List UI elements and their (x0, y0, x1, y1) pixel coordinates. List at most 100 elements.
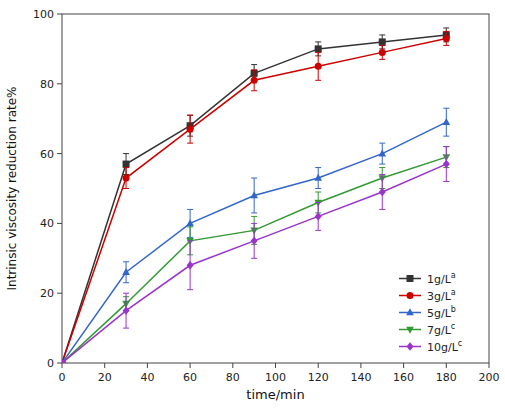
data-point (187, 126, 194, 133)
data-point (379, 188, 386, 196)
x-tick-label: 0 (59, 371, 66, 384)
error-bar (123, 262, 129, 283)
y-tick-label: 60 (40, 148, 54, 161)
series (62, 108, 450, 363)
data-point (251, 77, 258, 84)
series-line (62, 157, 446, 363)
legend-superscript: a (451, 288, 456, 297)
legend-superscript: b (451, 305, 456, 314)
data-point (62, 359, 66, 363)
x-tick-label: 160 (393, 371, 414, 384)
error-bar (123, 168, 129, 189)
y-tick (57, 83, 62, 84)
legend: 1g/La3g/La5g/Lb7g/Lc10g/Lc (399, 271, 462, 354)
data-point (378, 149, 386, 156)
error-bar (315, 168, 321, 189)
legend-marker (407, 275, 414, 282)
x-tick (62, 363, 63, 368)
series-line (62, 35, 446, 363)
data-point (315, 45, 322, 52)
y-tick-label: 80 (40, 78, 54, 91)
y-axis-label: Intrinsic viscosity reduction rate% (5, 86, 19, 290)
x-tick-label: 20 (98, 371, 112, 384)
legend-label: 1g/La (427, 271, 456, 286)
error-bar (187, 115, 193, 143)
data-point (315, 63, 322, 70)
legend-name: 10g/L (427, 341, 459, 354)
data-point (186, 219, 194, 226)
series (62, 147, 450, 363)
legend-label: 10g/Lc (427, 339, 462, 354)
data-point (187, 261, 194, 269)
data-point (251, 237, 258, 245)
chart: 020406080100120140160180200020406080100t… (0, 0, 505, 409)
y-tick-label: 40 (40, 217, 54, 230)
error-bar (443, 147, 449, 182)
y-tick (57, 223, 62, 224)
legend-marker (407, 342, 414, 350)
x-tick (104, 363, 105, 368)
legend-superscript: c (451, 322, 455, 331)
data-point (442, 118, 450, 125)
error-bar (251, 178, 257, 213)
data-point (443, 35, 450, 42)
series (62, 147, 450, 363)
data-point (379, 38, 386, 45)
data-point (123, 161, 130, 168)
x-tick (190, 363, 191, 368)
y-tick-label: 20 (40, 287, 54, 300)
legend-superscript: c (458, 339, 462, 348)
x-tick-label: 180 (436, 371, 457, 384)
legend-item: 1g/La (399, 271, 456, 286)
legend-item: 10g/Lc (399, 339, 462, 354)
y-tick (57, 153, 62, 154)
x-tick (232, 363, 233, 368)
data-point (315, 212, 322, 220)
legend-label: 5g/Lb (427, 305, 456, 320)
x-tick (318, 363, 319, 368)
legend-marker (406, 308, 414, 315)
x-axis-label: time/min (246, 387, 304, 402)
error-bar (379, 45, 385, 59)
x-tick-label: 140 (350, 371, 371, 384)
legend-item: 5g/Lb (399, 305, 456, 320)
series (62, 28, 450, 363)
legend-marker (407, 292, 414, 299)
error-bar (315, 202, 321, 230)
plot-area (62, 28, 450, 363)
legend-label: 3g/La (427, 288, 456, 303)
error-bar (443, 31, 449, 45)
legend-name: 7g/L (427, 324, 452, 337)
y-tick (57, 363, 62, 364)
legend-name: 5g/L (427, 307, 452, 320)
error-bar (251, 70, 257, 91)
x-tick (403, 363, 404, 368)
data-point (314, 174, 322, 181)
series-line (62, 38, 446, 363)
error-bar (123, 293, 129, 328)
error-bar (315, 52, 321, 80)
data-point (379, 49, 386, 56)
data-point (443, 160, 450, 168)
error-bar (187, 241, 193, 290)
x-tick-label: 200 (479, 371, 500, 384)
y-tick-label: 100 (33, 8, 54, 21)
series (62, 31, 450, 363)
legend-superscript: a (451, 271, 456, 280)
x-tick-label: 80 (226, 371, 240, 384)
x-tick (489, 363, 490, 368)
legend-item: 3g/La (399, 288, 456, 303)
x-tick-label: 100 (265, 371, 286, 384)
legend-name: 3g/L (427, 290, 452, 303)
x-tick-label: 40 (140, 371, 154, 384)
x-tick (147, 363, 148, 368)
data-point (123, 175, 130, 182)
legend-name: 1g/L (427, 273, 452, 286)
legend-label: 7g/Lc (427, 322, 455, 337)
x-tick (360, 363, 361, 368)
data-point (123, 306, 130, 314)
error-bar (443, 28, 449, 42)
x-tick (446, 363, 447, 368)
plot-frame (62, 14, 489, 363)
y-tick (57, 293, 62, 294)
